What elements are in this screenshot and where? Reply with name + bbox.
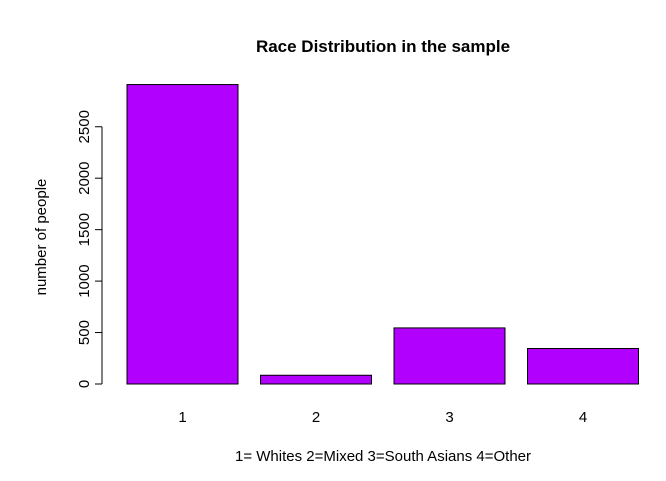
x-tick-label: 1	[178, 409, 186, 426]
y-tick-label: 2500	[76, 110, 93, 143]
y-tick-label: 0	[76, 380, 93, 388]
bar-3	[393, 327, 506, 385]
x-tick-labels: 1 2 3 4	[178, 409, 587, 426]
y-tick-label: 500	[76, 320, 93, 345]
chart-title: Race Distribution in the sample	[256, 37, 510, 56]
x-tick-label: 4	[579, 409, 587, 426]
y-axis: 0 500 1000 1500 2000 2500	[76, 110, 103, 388]
y-tick-label: 2000	[76, 162, 93, 195]
x-axis-label: 1= Whites 2=Mixed 3=South Asians 4=Other	[235, 448, 531, 465]
bar-1	[126, 84, 239, 385]
bar-4	[527, 347, 639, 385]
x-tick-label: 2	[312, 409, 320, 426]
y-tick-label: 1500	[76, 213, 93, 246]
y-tick-label: 1000	[76, 264, 93, 297]
bars	[126, 84, 639, 385]
bar-2	[260, 374, 372, 385]
x-tick-label: 3	[445, 409, 453, 426]
y-axis-label: number of people	[33, 179, 50, 296]
